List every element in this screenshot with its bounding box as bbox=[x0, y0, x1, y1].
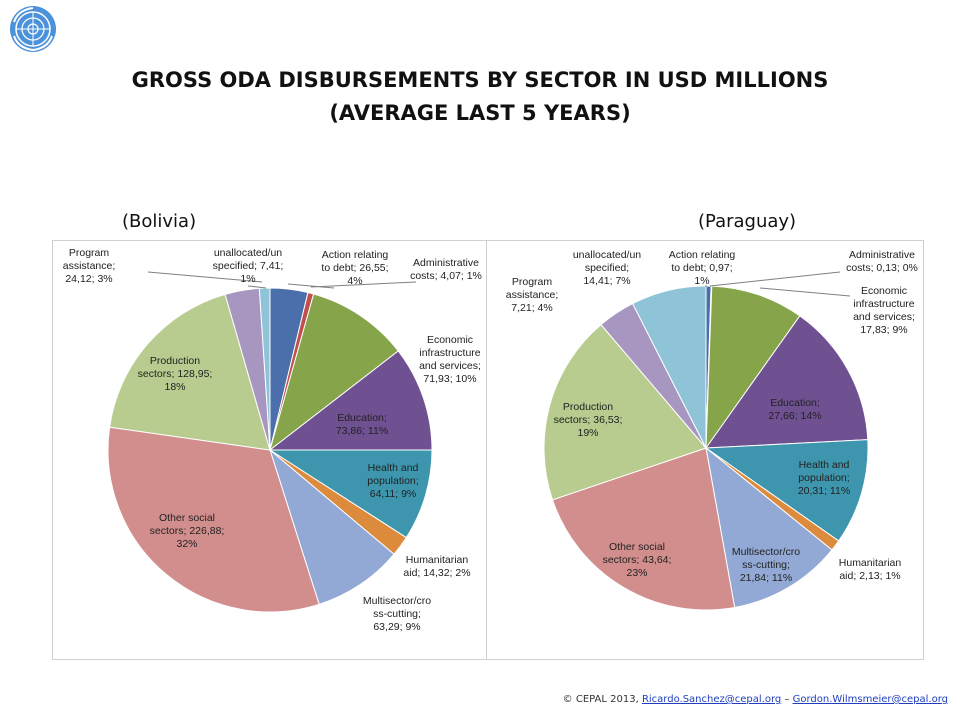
paraguay-slice-health bbox=[704, 439, 869, 542]
bolivia-chart-title: (Bolivia) bbox=[122, 211, 197, 232]
paraguay-data-label-program: Program assistance; 7,21; 4% bbox=[506, 276, 559, 314]
bolivia-slice-other-social bbox=[107, 426, 320, 613]
bolivia-data-label-production: Production sectors; 128,95; 18% bbox=[138, 355, 213, 393]
paraguay-leader-line-econ bbox=[759, 287, 851, 297]
bolivia-slice-health bbox=[268, 449, 433, 539]
paraguay-data-label-action-debt: Action relating to debt; 0,97; 1% bbox=[669, 249, 736, 287]
paraguay-data-label-health: Health and population; 20,31; 11% bbox=[798, 459, 850, 497]
footer-separator: – bbox=[784, 694, 790, 705]
chart-title-line1: GROSS ODA DISBURSEMENTS BY SECTOR IN USD… bbox=[131, 68, 829, 92]
bolivia-data-label-unallocated: unallocated/un specified; 7,41; 1% bbox=[213, 247, 284, 285]
chart-divider bbox=[486, 240, 487, 660]
bolivia-data-label-program: Program assistance; 24,12; 3% bbox=[63, 247, 116, 285]
chart-title-line2: (AVERAGE LAST 5 YEARS) bbox=[329, 101, 631, 125]
paraguay-slice-education bbox=[704, 315, 869, 449]
bolivia-data-label-action-debt: Action relating to debt; 26,55; 4% bbox=[321, 249, 388, 287]
paraguay-slice-econ bbox=[705, 285, 801, 450]
copyright-text: © CEPAL 2013, bbox=[562, 694, 639, 705]
paraguay-slice-other-social bbox=[551, 447, 736, 611]
email-link-wilmsmeier[interactable]: Gordon.Wilmsmeier@cepal.org bbox=[792, 694, 948, 705]
paraguay-data-label-other-social: Other social sectors; 43,64; 23% bbox=[603, 541, 672, 579]
paraguay-data-label-education: Education; 27,66; 14% bbox=[768, 397, 821, 422]
paraguay-slice-production bbox=[543, 323, 707, 501]
paraguay-chart-title: (Paraguay) bbox=[698, 211, 797, 232]
paraguay-data-label-humanitarian: Humanitarian aid; 2,13; 1% bbox=[839, 557, 902, 582]
bolivia-leader-line-unallocated bbox=[247, 285, 267, 289]
paraguay-slice-multisector bbox=[705, 446, 833, 609]
bolivia-slice-multisector bbox=[268, 448, 395, 605]
email-link-sanchez[interactable]: Ricardo.Sanchez@cepal.org bbox=[641, 694, 782, 705]
paraguay-data-label-production: Production sectors; 36,53; 19% bbox=[554, 401, 623, 439]
paraguay-data-label-unallocated: unallocated/un specified; 14,41; 7% bbox=[573, 249, 641, 287]
bolivia-slice-production bbox=[109, 293, 271, 451]
bolivia-slice-econ bbox=[269, 293, 399, 452]
bolivia-data-label-health: Health and population; 64,11; 9% bbox=[367, 462, 418, 500]
bolivia-data-label-admin: Administrative costs; 4,07; 1% bbox=[410, 257, 482, 282]
footer: © CEPAL 2013, Ricardo.Sanchez@cepal.org … bbox=[563, 694, 948, 705]
bolivia-data-label-econ: Economic infrastructure and services; 71,93… bbox=[419, 334, 481, 385]
paraguay-data-label-admin: Administrative costs; 0,13; 0% bbox=[846, 249, 918, 274]
bolivia-data-label-humanitarian: Humanitarian aid; 14,32; 2% bbox=[403, 554, 470, 579]
un-emblem-logo bbox=[10, 6, 56, 52]
bolivia-slice-education bbox=[268, 350, 433, 451]
bolivia-leader-line-action-debt bbox=[287, 283, 335, 289]
bolivia-data-label-education: Education; 73,86; 11% bbox=[336, 412, 388, 437]
paraguay-data-label-multisector: Multisector/cro ss-cutting; 21,84; 11% bbox=[732, 546, 800, 584]
bolivia-data-label-other-social: Other social sectors; 226,88; 32% bbox=[150, 512, 225, 550]
bolivia-leader-line-admin bbox=[310, 281, 417, 288]
paraguay-data-label-econ: Economic infrastructure and services; 17,83… bbox=[853, 285, 915, 336]
bolivia-data-label-multisector: Multisector/cro ss-cutting; 63,29; 9% bbox=[363, 595, 431, 633]
bolivia-leader-line-program bbox=[147, 271, 263, 283]
paraguay-leader-line-admin bbox=[709, 271, 841, 287]
